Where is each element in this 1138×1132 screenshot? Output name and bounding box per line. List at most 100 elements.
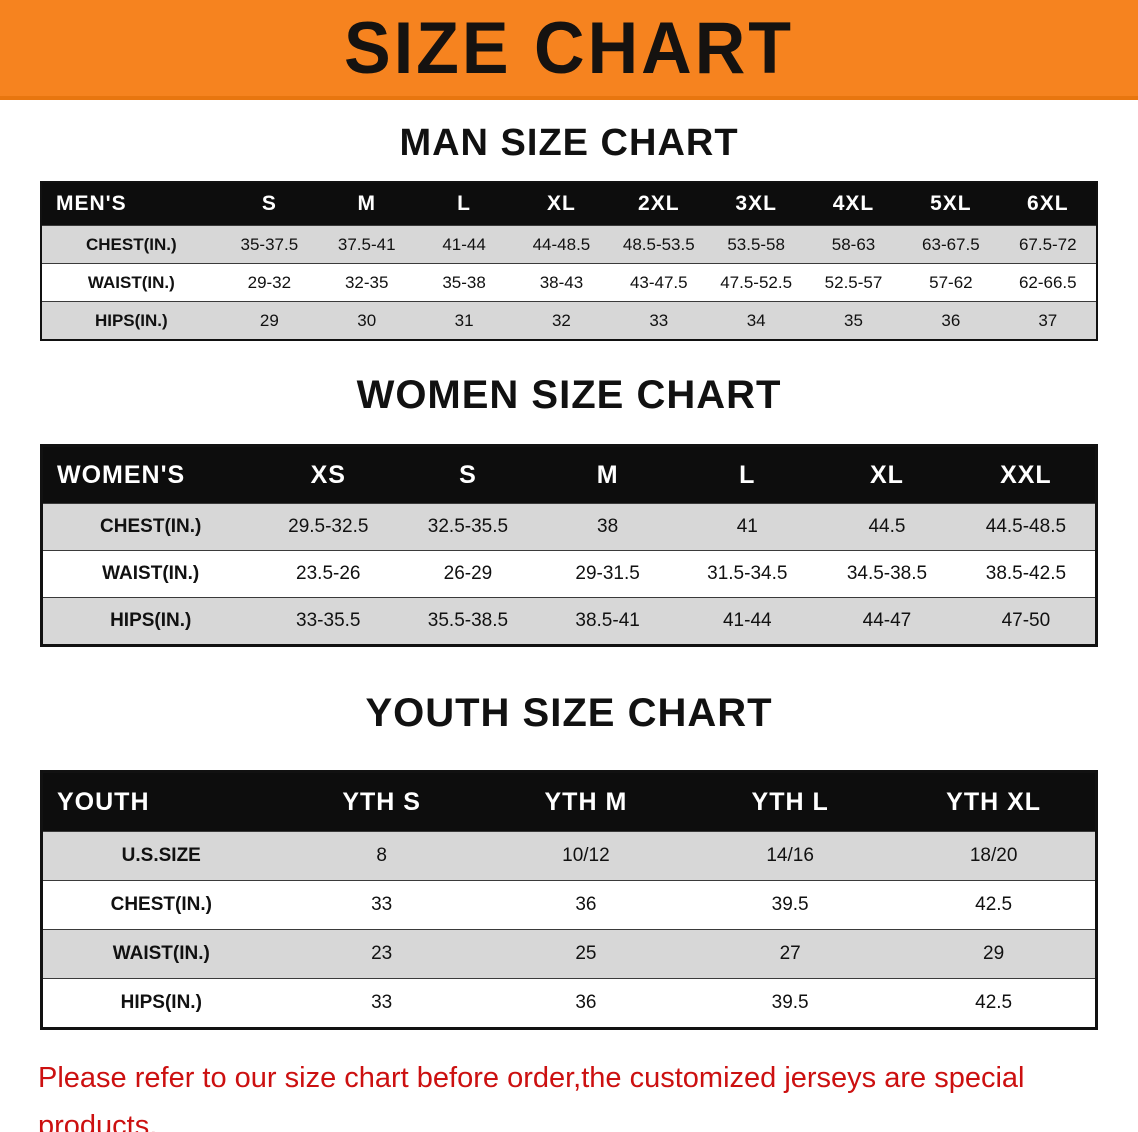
data-cell: 14/16 bbox=[688, 831, 893, 881]
data-cell: 30 bbox=[318, 301, 416, 341]
mens-size-table: MEN'S S M L XL 2XL 3XL 4XL 5XL 6XL CHEST(IN.) 35-37… bbox=[40, 181, 1098, 341]
disclaimer-line-1: Please refer to our size chart before or… bbox=[38, 1062, 1025, 1132]
youth-table-title: YOUTH bbox=[41, 771, 280, 832]
data-cell: 42.5 bbox=[892, 880, 1097, 930]
data-cell: 37.5-41 bbox=[318, 225, 416, 264]
data-cell: 10/12 bbox=[483, 831, 689, 881]
data-cell: 34.5-38.5 bbox=[817, 550, 957, 598]
data-cell: 62-66.5 bbox=[999, 263, 1097, 302]
data-cell: 44-47 bbox=[817, 597, 957, 646]
women-size-chart-heading: WOMEN SIZE CHART bbox=[356, 373, 782, 417]
mens-size-header-2XL: 2XL bbox=[610, 182, 708, 226]
data-cell: 35 bbox=[804, 301, 903, 341]
womens-table-title: WOMEN'S bbox=[41, 445, 259, 504]
womens-size-header-XXL: XXL bbox=[956, 445, 1097, 504]
data-cell: 29-31.5 bbox=[537, 550, 678, 598]
row-label: CHEST(IN.) bbox=[41, 225, 221, 264]
data-cell: 63-67.5 bbox=[902, 225, 1000, 264]
youth-size-table: YOUTH YTH S YTH M YTH L YTH XL U.S.SIZE 8 10/12… bbox=[40, 770, 1098, 1030]
mens-size-header-5XL: 5XL bbox=[902, 182, 1000, 226]
data-cell: 25 bbox=[483, 929, 689, 979]
data-cell: 32-35 bbox=[318, 263, 416, 302]
data-cell: 33 bbox=[610, 301, 708, 341]
data-cell: 41-44 bbox=[415, 225, 513, 264]
youth-size-header-YTH XL: YTH XL bbox=[892, 771, 1097, 832]
womens-row-1: WAIST(IN.) 23.5-26 26-29 29-31.5 31.5-34.5 34… bbox=[41, 550, 1097, 598]
data-cell: 42.5 bbox=[892, 978, 1097, 1029]
data-cell: 53.5-58 bbox=[707, 225, 805, 264]
mens-size-header-3XL: 3XL bbox=[707, 182, 805, 226]
row-label: HIPS(IN.) bbox=[41, 301, 221, 341]
mens-size-header-S: S bbox=[220, 182, 319, 226]
mens-row-2: HIPS(IN.) 29 30 31 32 33 34 35 36 37 bbox=[41, 301, 1097, 341]
row-label: U.S.SIZE bbox=[41, 831, 280, 881]
data-cell: 32.5-35.5 bbox=[398, 503, 538, 551]
data-cell: 18/20 bbox=[892, 831, 1097, 881]
data-cell: 37 bbox=[999, 301, 1097, 341]
data-cell: 38-43 bbox=[512, 263, 611, 302]
data-cell: 32 bbox=[512, 301, 611, 341]
data-cell: 39.5 bbox=[688, 880, 893, 930]
disclaimer-note: Please refer to our size chart before or… bbox=[38, 1054, 1118, 1132]
mens-size-header-6XL: 6XL bbox=[999, 182, 1097, 226]
womens-size-header-L: L bbox=[677, 445, 818, 504]
data-cell: 38.5-42.5 bbox=[956, 550, 1097, 598]
womens-size-header-XS: XS bbox=[258, 445, 399, 504]
womens-row-0: CHEST(IN.) 29.5-32.5 32.5-35.5 38 41 44.5 44.5… bbox=[41, 503, 1097, 551]
data-cell: 31 bbox=[415, 301, 513, 341]
data-cell: 57-62 bbox=[902, 263, 1000, 302]
mens-table-title: MEN'S bbox=[41, 182, 221, 226]
data-cell: 33-35.5 bbox=[258, 597, 399, 646]
data-cell: 52.5-57 bbox=[804, 263, 903, 302]
data-cell: 29.5-32.5 bbox=[258, 503, 399, 551]
data-cell: 48.5-53.5 bbox=[610, 225, 708, 264]
data-cell: 39.5 bbox=[688, 978, 893, 1029]
youth-row-2: WAIST(IN.) 23 25 27 29 bbox=[41, 929, 1097, 979]
womens-size-header-XL: XL bbox=[817, 445, 957, 504]
mens-size-header-XL: XL bbox=[512, 182, 611, 226]
row-label: WAIST(IN.) bbox=[41, 263, 221, 302]
womens-size-header-S: S bbox=[398, 445, 538, 504]
mens-size-header-4XL: 4XL bbox=[804, 182, 903, 226]
youth-row-1: CHEST(IN.) 33 36 39.5 42.5 bbox=[41, 880, 1097, 930]
data-cell: 29-32 bbox=[220, 263, 319, 302]
data-cell: 8 bbox=[279, 831, 484, 881]
data-cell: 36 bbox=[483, 978, 689, 1029]
data-cell: 23 bbox=[279, 929, 484, 979]
data-cell: 27 bbox=[688, 929, 893, 979]
row-label: CHEST(IN.) bbox=[41, 880, 280, 930]
mens-row-0: CHEST(IN.) 35-37.5 37.5-41 41-44 44-48.5 48.5… bbox=[41, 225, 1097, 264]
youth-row-3: HIPS(IN.) 33 36 39.5 42.5 bbox=[41, 978, 1097, 1029]
youth-header-row: YOUTH YTH S YTH M YTH L YTH XL bbox=[41, 771, 1097, 832]
banner: SIZE CHART bbox=[0, 0, 1138, 100]
mens-size-header-M: M bbox=[318, 182, 416, 226]
womens-row-2: HIPS(IN.) 33-35.5 35.5-38.5 38.5-41 41-44 44-… bbox=[41, 597, 1097, 646]
data-cell: 34 bbox=[707, 301, 805, 341]
data-cell: 44-48.5 bbox=[512, 225, 611, 264]
youth-size-chart-heading: YOUTH SIZE CHART bbox=[365, 691, 773, 735]
row-label: HIPS(IN.) bbox=[41, 978, 280, 1029]
data-cell: 31.5-34.5 bbox=[677, 550, 818, 598]
womens-size-header-M: M bbox=[537, 445, 678, 504]
data-cell: 38.5-41 bbox=[537, 597, 678, 646]
row-label: HIPS(IN.) bbox=[41, 597, 259, 646]
data-cell: 36 bbox=[483, 880, 689, 930]
data-cell: 35-38 bbox=[415, 263, 513, 302]
data-cell: 36 bbox=[902, 301, 1000, 341]
youth-row-0: U.S.SIZE 8 10/12 14/16 18/20 bbox=[41, 831, 1097, 881]
data-cell: 41 bbox=[677, 503, 818, 551]
mens-row-1: WAIST(IN.) 29-32 32-35 35-38 38-43 43-47.5 47.… bbox=[41, 263, 1097, 302]
data-cell: 35-37.5 bbox=[220, 225, 319, 264]
data-cell: 38 bbox=[537, 503, 678, 551]
womens-header-row: WOMEN'S XS S M L XL XXL bbox=[41, 445, 1097, 504]
data-cell: 47.5-52.5 bbox=[707, 263, 805, 302]
row-label: WAIST(IN.) bbox=[41, 550, 259, 598]
youth-size-header-YTH L: YTH L bbox=[688, 771, 893, 832]
data-cell: 44.5-48.5 bbox=[956, 503, 1097, 551]
data-cell: 41-44 bbox=[677, 597, 818, 646]
mens-header-row: MEN'S S M L XL 2XL 3XL 4XL 5XL 6XL bbox=[41, 182, 1097, 226]
row-label: WAIST(IN.) bbox=[41, 929, 280, 979]
data-cell: 23.5-26 bbox=[258, 550, 399, 598]
data-cell: 44.5 bbox=[817, 503, 957, 551]
data-cell: 29 bbox=[892, 929, 1097, 979]
